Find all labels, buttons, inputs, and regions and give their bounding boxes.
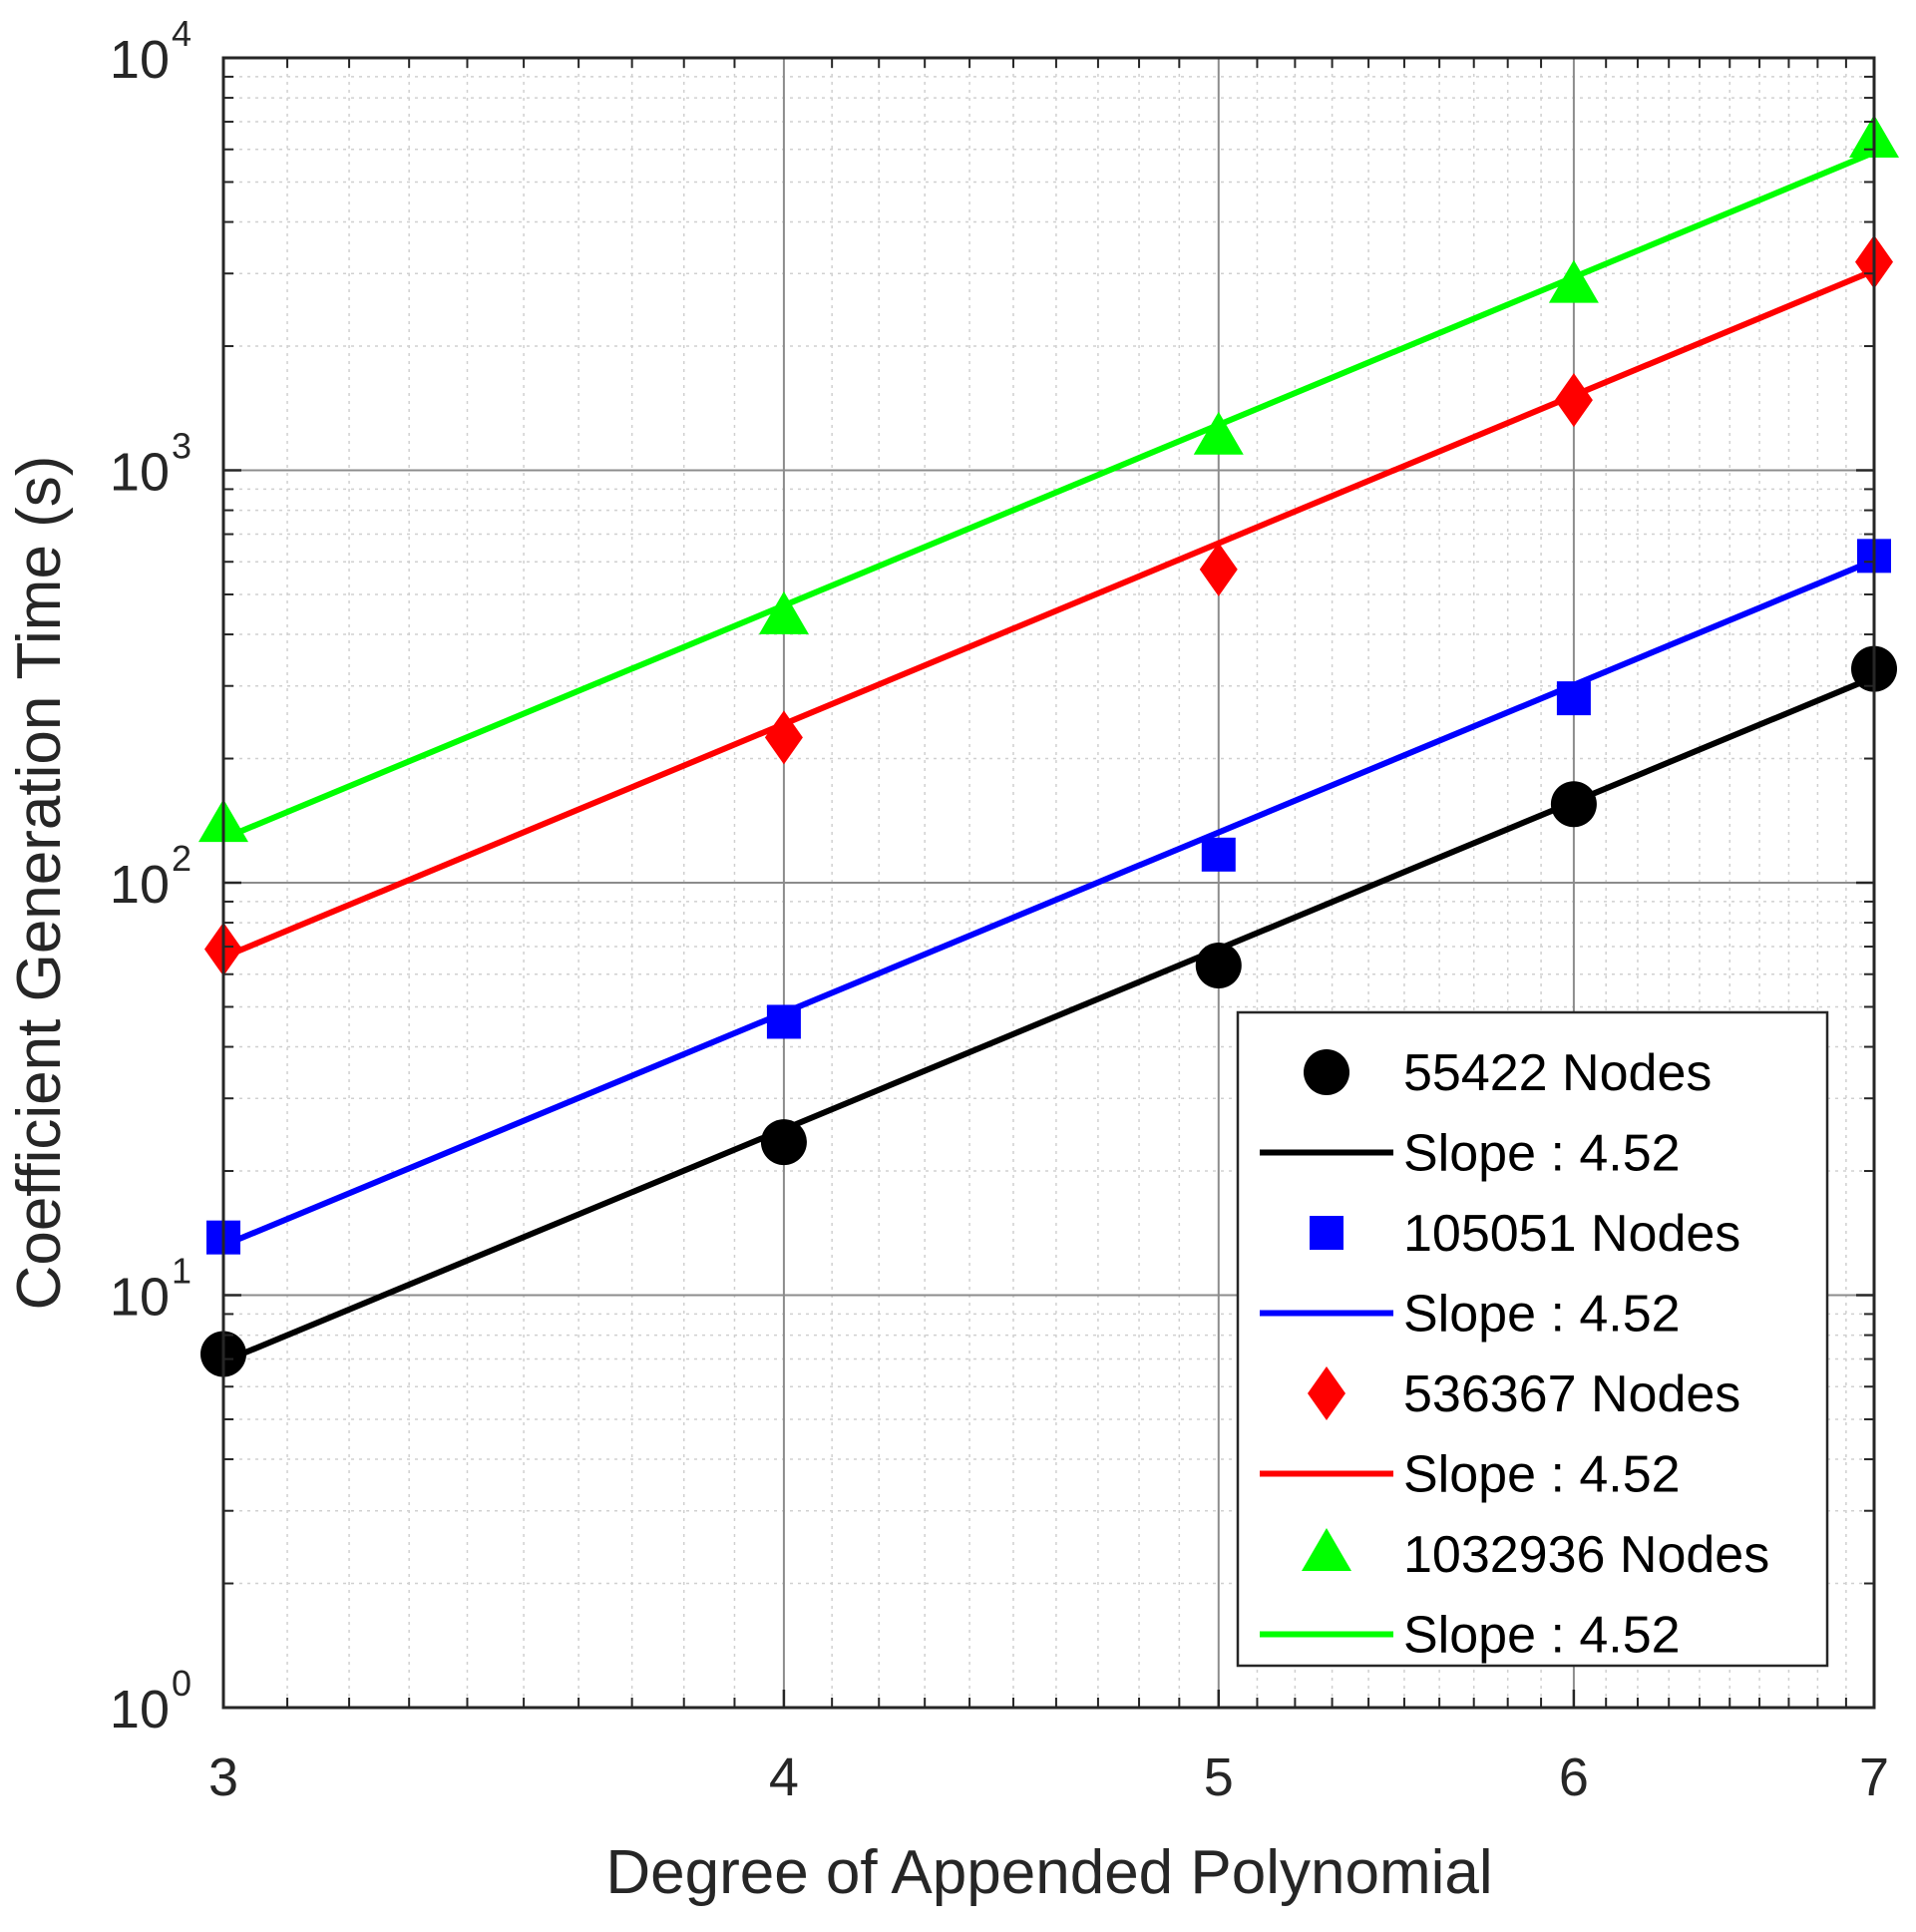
x-tick-label: 4 bbox=[769, 1747, 799, 1807]
y-axis-label: Coefficient Generation Time (s) bbox=[5, 456, 74, 1311]
legend: 55422 Nodes Slope : 4.52 105051 Nodes Slope… bbox=[1236, 1010, 1829, 1668]
x-tick-labels: 3 4 5 6 7 bbox=[208, 1747, 1889, 1807]
y-tick-label: 10 bbox=[110, 30, 170, 90]
legend-marker-series-3 bbox=[1308, 1366, 1345, 1420]
axis-ticks bbox=[221, 56, 1876, 1710]
data-point-series-2 bbox=[1556, 681, 1591, 716]
fit-line-series-2 bbox=[221, 557, 1876, 1249]
legend-label-series-1: 55422 Nodes bbox=[1403, 1044, 1712, 1102]
data-point-series-3 bbox=[1199, 542, 1238, 596]
y-tick-exponent: 4 bbox=[172, 13, 192, 54]
fit-lines bbox=[221, 149, 1876, 1364]
y-tick-exponent: 3 bbox=[172, 426, 192, 467]
y-tick-exponent: 1 bbox=[172, 1251, 192, 1292]
legend-label-fit-3: Slope : 4.52 bbox=[1403, 1446, 1681, 1504]
legend-label-series-2: 105051 Nodes bbox=[1403, 1205, 1740, 1263]
y-tick-label: 10 bbox=[110, 855, 170, 915]
x-tick-label: 3 bbox=[208, 1747, 238, 1807]
data-point-series-1 bbox=[1550, 781, 1597, 828]
data-point-series-2 bbox=[766, 1004, 801, 1039]
data-point-series-2 bbox=[1201, 837, 1236, 872]
y-tick-label: 10 bbox=[110, 1680, 170, 1739]
y-tick-exponent: 2 bbox=[172, 838, 192, 879]
fit-line-series-4 bbox=[221, 149, 1876, 842]
y-tick-label: 10 bbox=[110, 443, 170, 503]
data-point-series-4 bbox=[758, 590, 809, 634]
data-point-series-1 bbox=[760, 1119, 807, 1166]
legend-label-series-4: 1032936 Nodes bbox=[1403, 1526, 1769, 1584]
legend-label-series-3: 536367 Nodes bbox=[1403, 1365, 1740, 1423]
x-axis-label: Degree of Appended Polynomial bbox=[605, 1838, 1492, 1907]
data-point-series-3 bbox=[1554, 373, 1593, 428]
data-point-series-3 bbox=[764, 710, 803, 765]
data-point-series-1 bbox=[1195, 942, 1242, 988]
data-point-series-4 bbox=[1193, 411, 1244, 455]
legend-label-fit-4: Slope : 4.52 bbox=[1403, 1607, 1681, 1665]
y-tick-exponent: 0 bbox=[172, 1663, 192, 1704]
y-tick-label: 10 bbox=[110, 1268, 170, 1328]
x-tick-label: 7 bbox=[1859, 1747, 1889, 1807]
x-tick-label: 5 bbox=[1204, 1747, 1234, 1807]
data-point-series-4 bbox=[1548, 259, 1599, 303]
legend-marker-series-2 bbox=[1310, 1216, 1343, 1250]
fit-line-series-3 bbox=[221, 267, 1876, 961]
legend-marker-series-1 bbox=[1304, 1049, 1349, 1095]
legend-label-fit-1: Slope : 4.52 bbox=[1403, 1125, 1681, 1183]
legend-label-fit-2: Slope : 4.52 bbox=[1403, 1286, 1681, 1344]
fit-line-series-1 bbox=[221, 674, 1876, 1364]
x-tick-label: 6 bbox=[1559, 1747, 1589, 1807]
legend-marker-series-4 bbox=[1302, 1528, 1351, 1571]
